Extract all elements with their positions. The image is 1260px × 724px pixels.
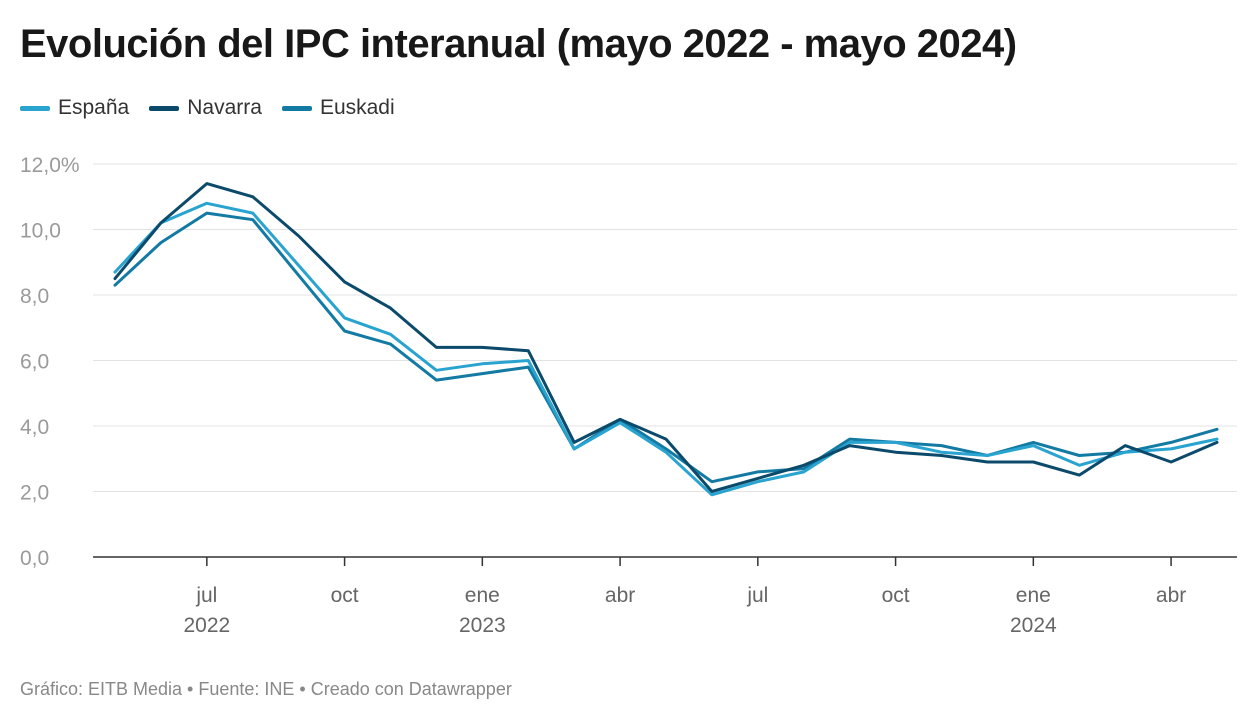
x-tick-year-2: 2023 bbox=[459, 614, 506, 637]
x-tick-label-3: abr bbox=[605, 584, 635, 607]
x-tick-year-0: 2022 bbox=[183, 614, 230, 637]
y-tick-label-2: 4,0 bbox=[20, 416, 49, 439]
line-chart: 0,0 2,0 4,0 6,0 8,0 10,0 12,0% jul 2022 oct ene 202… bbox=[20, 154, 1237, 637]
x-tick-label-1: oct bbox=[331, 584, 359, 607]
y-tick-label-5: 10,0 bbox=[20, 220, 61, 243]
legend-swatch-euskadi bbox=[281, 105, 312, 111]
x-tick-label-4: jul bbox=[746, 584, 768, 607]
y-tick-label-6: 12,0% bbox=[20, 154, 80, 177]
chart-footer: Gráfico: EITB Media • Fuente: INE • Crea… bbox=[20, 679, 512, 699]
x-tick-year-6: 2024 bbox=[1010, 614, 1057, 637]
legend-label-euskadi: Euskadi bbox=[319, 96, 395, 119]
legend-swatch-espana bbox=[20, 105, 50, 111]
legend-item-espana: España bbox=[20, 96, 129, 120]
legend-swatch-navarra bbox=[149, 105, 180, 111]
chart-title: Evolución del IPC interanual (mayo 2022 … bbox=[20, 22, 1017, 66]
legend-item-euskadi: Euskadi bbox=[281, 96, 395, 120]
legend-label-navarra: Navarra bbox=[187, 96, 262, 119]
y-tick-label-4: 8,0 bbox=[20, 285, 49, 308]
series-line-navarra bbox=[113, 182, 1219, 493]
legend: España Navarra Euskadi bbox=[20, 96, 395, 120]
y-tick-label-1: 2,0 bbox=[20, 482, 49, 505]
legend-item-navarra: Navarra bbox=[149, 96, 262, 120]
x-tick-label-6: ene bbox=[1016, 584, 1051, 607]
x-tick-label-7: abr bbox=[1156, 584, 1186, 607]
y-tick-label-3: 6,0 bbox=[20, 351, 49, 374]
series-line-euskadi bbox=[113, 211, 1219, 484]
y-tick-label-0: 0,0 bbox=[20, 547, 49, 570]
legend-label-espana: España bbox=[58, 96, 130, 119]
series-line-espana bbox=[113, 201, 1219, 497]
x-tick-label-2: ene bbox=[465, 584, 500, 607]
x-tick-label-0: jul bbox=[195, 584, 217, 607]
x-tick-label-5: oct bbox=[882, 584, 910, 607]
